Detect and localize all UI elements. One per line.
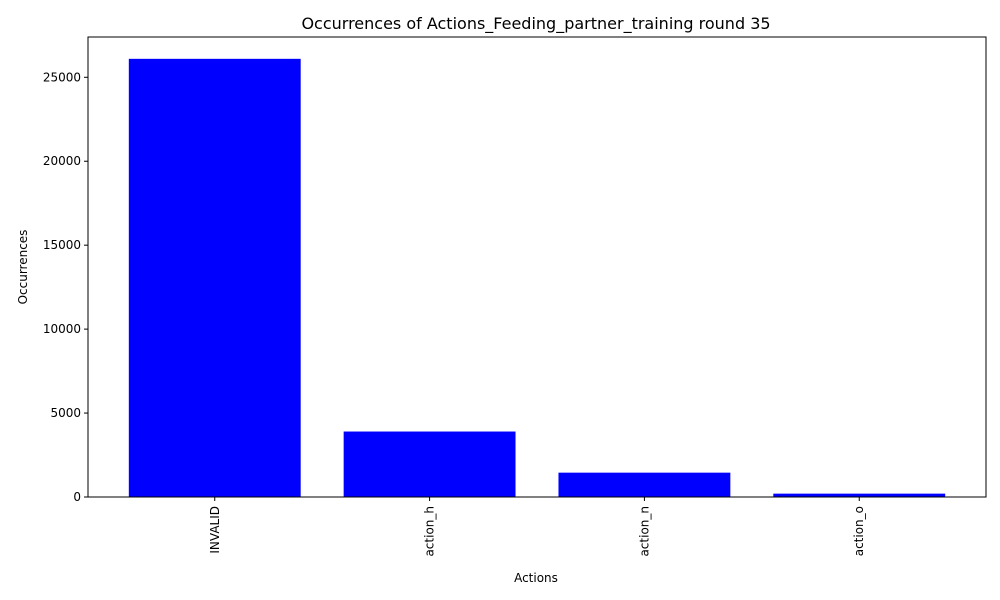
x-tick-label: action_h — [423, 506, 437, 557]
plot-area: 0 5000 10000 15000 20000 25000 INVALID action_h… — [43, 36, 987, 557]
y-axis-label: Occurrences — [16, 230, 30, 305]
x-tick-label: action_n — [637, 506, 651, 557]
y-tick-label: 15000 — [43, 238, 81, 252]
y-tick-label: 0 — [73, 490, 81, 504]
chart-title: Occurrences of Actions_Feeding_partner_t… — [301, 14, 770, 34]
x-tick-label: INVALID — [208, 506, 222, 554]
x-axis-label: Actions — [514, 571, 558, 585]
bar-action_n — [558, 472, 731, 497]
y-tick-label: 5000 — [50, 406, 81, 420]
bar-action_h — [343, 431, 516, 497]
bar-INVALID — [128, 58, 301, 497]
y-tick-label: 10000 — [43, 322, 81, 336]
axes-frame — [87, 36, 987, 498]
y-tick-label: 25000 — [43, 70, 81, 84]
y-tick-label: 20000 — [43, 154, 81, 168]
bar-action_o — [773, 493, 946, 497]
x-tick-label: action_o — [852, 506, 866, 556]
